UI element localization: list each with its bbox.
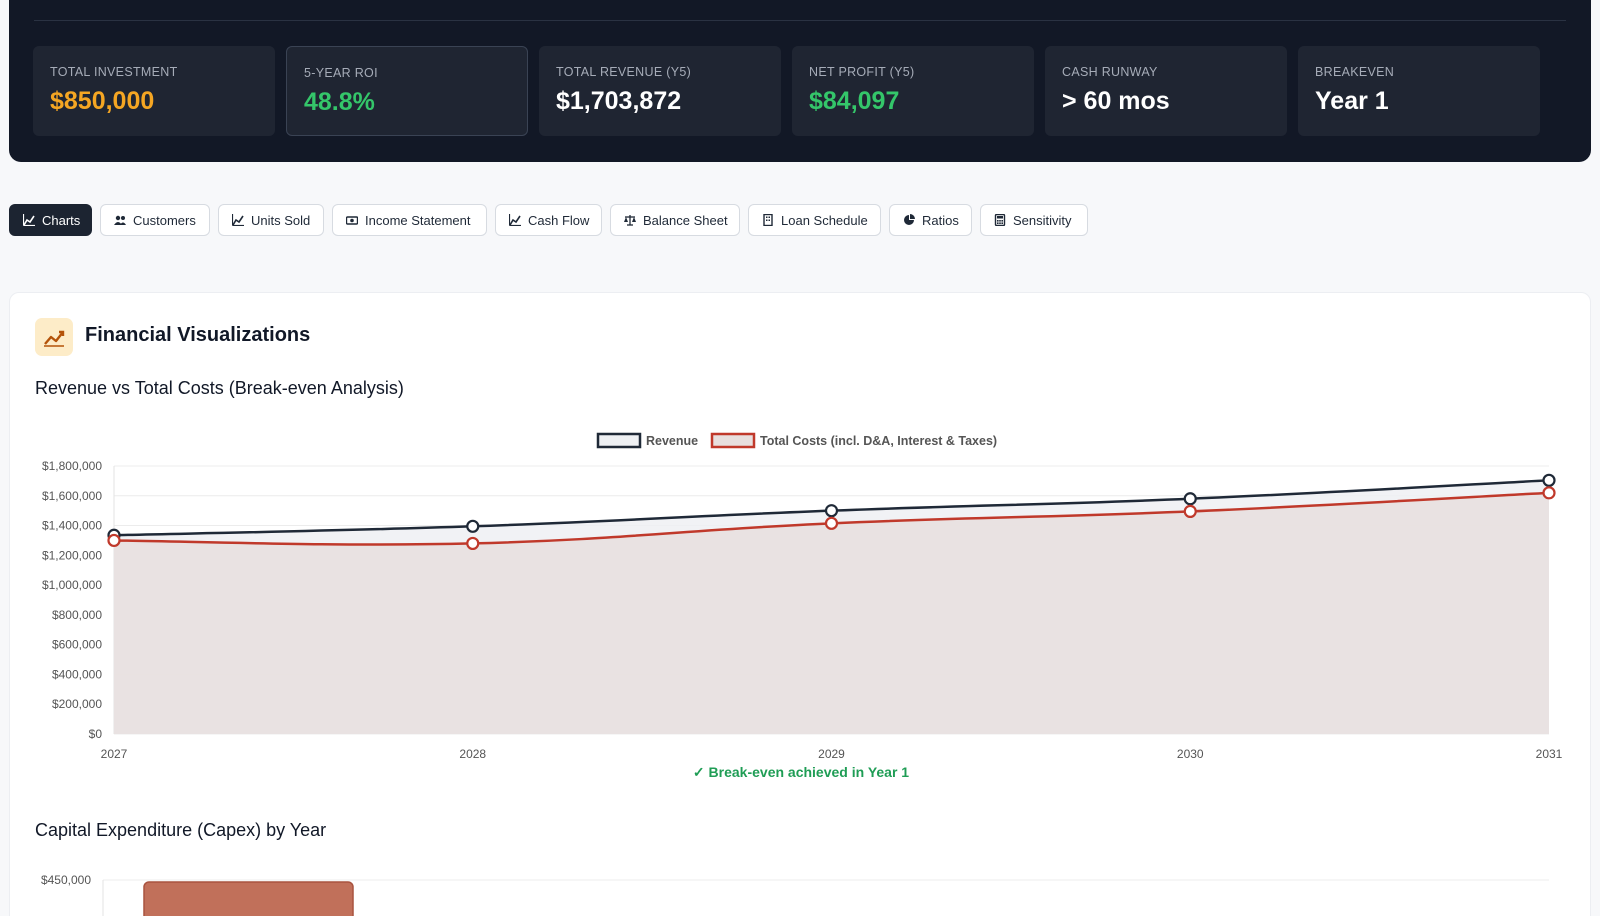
scale-icon: [624, 215, 636, 226]
data-point: [824, 516, 839, 530]
y-tick-label: $0: [89, 727, 103, 741]
data-point: [466, 519, 480, 533]
tab-loan-schedule[interactable]: Loan Schedule: [748, 204, 881, 236]
data-point: [1542, 486, 1556, 500]
kpi-label: NET PROFIT (Y5): [809, 65, 915, 79]
chart-line-icon: [232, 214, 244, 226]
capex-bar: [143, 881, 354, 916]
tab-label: Ratios: [922, 212, 959, 228]
series-area-1: [114, 492, 1549, 734]
x-tick-label: 2028: [459, 747, 486, 761]
kpi-label: CASH RUNWAY: [1062, 65, 1158, 79]
data-point: [824, 504, 839, 518]
kpi-value: 48.8%: [304, 88, 375, 116]
kpi-label: 5-YEAR ROI: [304, 66, 378, 80]
kpi-value: $1,703,872: [556, 87, 682, 115]
data-point: [1183, 492, 1197, 506]
kpi-card: 5-YEAR ROI 48.8%: [286, 46, 528, 136]
kpi-value: $84,097: [809, 87, 900, 115]
legend-swatch: [710, 432, 756, 449]
kpi-panel: TOTAL INVESTMENT $850,000 5-YEAR ROI 48.8% T…: [9, 0, 1591, 162]
y-tick-label: $450,000: [41, 873, 91, 887]
tab-units-sold[interactable]: Units Sold: [218, 204, 324, 236]
y-tick-label: $1,800,000: [42, 459, 102, 473]
y-tick-label: $600,000: [52, 638, 102, 652]
section-title-capex: Capital Expenditure (Capex) by Year: [35, 820, 327, 840]
legend-label: Revenue: [646, 434, 698, 448]
tab-charts[interactable]: Charts: [9, 204, 92, 236]
chart-trend-icon: [35, 318, 73, 356]
section-title-breakeven: Revenue vs Total Costs (Break-even Analy…: [35, 378, 404, 398]
tab-cash-flow[interactable]: Cash Flow: [495, 204, 602, 236]
data-point: [466, 536, 480, 551]
kpi-card: TOTAL REVENUE (Y5) $1,703,872: [539, 46, 781, 136]
tab-label: Customers: [133, 212, 196, 228]
breakeven-note: ✓ Break-even achieved in Year 1: [692, 764, 910, 780]
legend-label: Total Costs (incl. D&A, Interest & Taxes…: [760, 434, 997, 448]
kpi-card: NET PROFIT (Y5) $84,097: [792, 46, 1034, 136]
tab-label: Balance Sheet: [643, 212, 728, 228]
card-title: Financial Visualizations: [85, 324, 311, 346]
y-tick-label: $800,000: [52, 608, 102, 622]
x-tick-label: 2027: [101, 747, 128, 761]
kpi-card: CASH RUNWAY > 60 mos: [1045, 46, 1287, 136]
visualizations-card: Financial Visualizations Revenue vs Tota…: [9, 292, 1591, 916]
y-tick-label: $1,200,000: [42, 548, 102, 562]
data-point: [107, 533, 121, 548]
kpi-label: BREAKEVEN: [1315, 65, 1395, 79]
calculator-icon: [994, 214, 1006, 226]
tab-label: Charts: [42, 212, 81, 228]
kpi-value: $850,000: [50, 87, 155, 115]
kpi-label: TOTAL REVENUE (Y5): [556, 65, 692, 79]
chart-line-icon: [23, 214, 35, 226]
x-tick-label: 2031: [1536, 747, 1563, 761]
y-tick-label: $200,000: [52, 697, 102, 711]
tab-label: Income Statement: [365, 212, 471, 228]
kpi-label: TOTAL INVESTMENT: [50, 65, 178, 79]
kpi-value: Year 1: [1315, 87, 1389, 115]
chart-line-icon: [509, 214, 521, 226]
tab-balance-sheet[interactable]: Balance Sheet: [610, 204, 740, 236]
x-tick-label: 2029: [818, 747, 845, 761]
y-tick-label: $400,000: [52, 667, 102, 681]
x-tick-label: 2030: [1177, 747, 1204, 761]
tab-label: Units Sold: [251, 212, 311, 228]
tab-sensitivity[interactable]: Sensitivity: [980, 204, 1088, 236]
money-bill-icon: [346, 216, 358, 225]
capex-bar-chart: $450,000: [41, 873, 1549, 916]
y-tick-label: $1,400,000: [42, 519, 102, 533]
tab-label: Loan Schedule: [781, 212, 868, 228]
users-icon: [114, 215, 126, 225]
data-point: [1183, 504, 1197, 519]
tab-label: Sensitivity: [1013, 212, 1072, 228]
tab-customers[interactable]: Customers: [100, 204, 210, 236]
data-point: [1542, 473, 1556, 487]
tab-income-statement[interactable]: Income Statement: [332, 204, 487, 236]
breakeven-line-chart: $0 $200,000 $400,000 $600,000 $800,000 $1,000…: [42, 432, 1563, 761]
legend-swatch: [596, 432, 642, 449]
kpi-card: BREAKEVEN Year 1: [1298, 46, 1540, 136]
kpi-value: > 60 mos: [1062, 87, 1170, 115]
tab-label: Cash Flow: [528, 212, 590, 228]
y-tick-label: $1,600,000: [42, 489, 102, 503]
pie-chart-icon: [904, 214, 915, 225]
building-icon: [763, 214, 773, 226]
y-tick-label: $1,000,000: [42, 578, 102, 592]
kpi-card: TOTAL INVESTMENT $850,000: [33, 46, 275, 136]
tab-ratios[interactable]: Ratios: [889, 204, 972, 236]
panel-divider: [34, 20, 1566, 21]
